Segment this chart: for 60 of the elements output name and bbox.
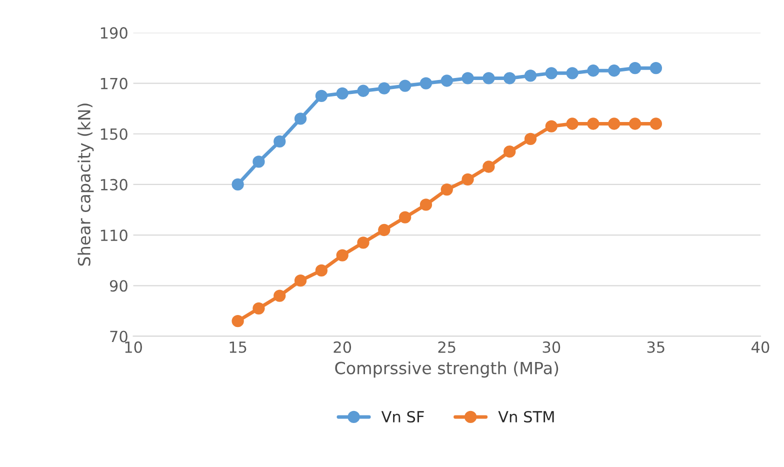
point [608,64,620,77]
point [587,64,600,77]
point [482,72,495,84]
point [587,118,600,130]
point [252,302,265,314]
point [294,112,307,125]
point [378,82,390,94]
y-axis-title: Shear capacity (kN) [78,104,94,266]
y-tick-label: 70 [110,330,128,342]
legend-label: Vn SF [381,410,424,423]
point [294,274,307,287]
point [504,72,516,84]
point [274,290,286,302]
point [232,314,244,328]
x-tick-label: 30 [542,341,560,353]
point [650,118,662,130]
point [462,173,474,186]
legend-label: Vn STM [498,410,554,423]
point [357,84,370,97]
x-tick-label: 20 [334,341,352,353]
point [232,178,244,191]
y-tick-label: 110 [100,230,128,242]
x-tick-label: 40 [752,341,770,353]
point [566,67,578,80]
point [315,90,328,102]
point [398,80,412,92]
x-tick-label: 15 [230,342,246,353]
y-tick-label: 130 [100,178,128,190]
point [274,135,286,148]
point [545,67,558,80]
point [378,224,390,236]
point [315,264,328,277]
point [650,62,662,74]
y-tick-label: 170 [100,78,128,90]
point [628,118,642,130]
point [608,118,620,130]
point [545,120,558,132]
point [524,132,537,146]
x-tick-label: 25 [438,341,456,353]
point [628,62,642,74]
x-axis-title: Comprssive strength (MPa) [335,361,558,378]
point [398,211,412,224]
point [336,87,348,100]
point [420,198,432,211]
y-tick-label: 150 [100,128,128,140]
y-tick-label: 90 [110,280,128,292]
x-tick-label: 10 [125,341,142,353]
point [440,74,453,87]
point [336,249,348,262]
point [420,77,432,90]
point [462,72,474,84]
y-tick-label: 190 [100,27,128,39]
point [440,183,453,196]
point [482,160,495,173]
x-tick-label: 35 [647,341,664,353]
point [252,156,265,168]
point [504,146,516,158]
point [566,118,578,130]
point [524,70,537,82]
point [357,236,370,249]
